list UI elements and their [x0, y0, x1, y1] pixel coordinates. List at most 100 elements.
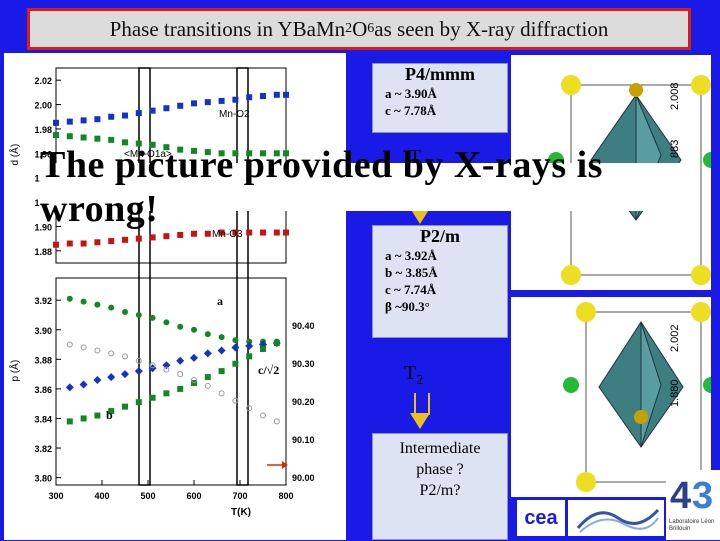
- lower-series-1-point-0: [65, 383, 74, 392]
- upper-y-axis-label: d (Å): [8, 144, 21, 166]
- upper-series-2-point-0: [53, 241, 59, 248]
- lower-series-3-point-0: [66, 341, 73, 348]
- upper-series-0-point-16: [273, 91, 280, 98]
- lower-series-3-point-6: [149, 362, 156, 369]
- upper-series-1-point-7: [149, 141, 156, 148]
- upper-ytick-label-4: 1.96: [34, 149, 52, 159]
- upper-series-2-point-13: [232, 229, 239, 236]
- upper-series-1-point-3: [94, 135, 101, 142]
- upper-series-0-point-0: [53, 119, 59, 126]
- upper-annotation-0: Mn-O2: [219, 109, 250, 120]
- upper-series-1-point-11: [204, 149, 211, 156]
- lower-series-2-point-2: [94, 412, 101, 419]
- lower-series-0-point-13: [246, 338, 253, 345]
- lower-series-3-point-15: [273, 418, 280, 425]
- upper-series-2-point-1: [66, 240, 73, 247]
- lower-ytick-label-0: 3.80: [34, 474, 52, 484]
- svg-text:3: 3: [692, 475, 713, 514]
- phase2-box: P2/m a ~ 3.92Å b ~ 3.85Å c ~ 7.74Å β ~90…: [372, 225, 508, 338]
- lower-series-0-point-5: [135, 311, 142, 318]
- upper-series-1-point-13: [232, 150, 239, 157]
- llb-logo-graphic: 4 3: [670, 475, 713, 517]
- upper-series-2-point-17: [283, 229, 289, 236]
- upper-series-2-point-2: [80, 240, 87, 247]
- lower-series-3-point-10: [204, 382, 211, 389]
- upper-series-1-point-16: [273, 150, 280, 157]
- upper-series-0-point-14: [246, 94, 253, 101]
- phase2-a: a ~ 3.92Å: [385, 248, 437, 263]
- upper-series-2-point-14: [246, 229, 253, 236]
- upper-series-0-point-17: [283, 91, 289, 98]
- lower-ytick-label-2: 3.84: [34, 414, 52, 424]
- lower-series-0-point-12: [232, 337, 239, 344]
- upper-series-2-point-7: [149, 234, 156, 241]
- cea-logo: cea: [517, 500, 565, 536]
- upper-series-0-point-15: [260, 93, 266, 100]
- intermediate-phase-box: Intermediate phase ? P2/m?: [372, 433, 508, 540]
- lower-series-1-point-7: [162, 361, 171, 370]
- lower-series-0-point-2: [94, 301, 101, 308]
- lower-series-3-point-3: [108, 350, 115, 357]
- lower-series-3-point-8: [177, 371, 184, 378]
- lower-series-0-point-8: [177, 323, 184, 330]
- diffraction-plot-panel: 1.881.901.921.941.961.982.002.023.803.82…: [4, 53, 346, 540]
- lower-series-0-point-9: [191, 326, 197, 333]
- lower-series-2-point-15: [273, 340, 280, 347]
- lower-series-1-point-3: [107, 373, 116, 382]
- lower-series-1-point-2: [93, 376, 102, 385]
- llb-logo: 4 3 Laboratoire Léon Brillouin: [666, 470, 720, 540]
- lower-series-2-point-4: [122, 403, 128, 410]
- llb-logo-text: Laboratoire Léon Brillouin: [669, 519, 715, 532]
- lower-series-2-point-13: [246, 353, 253, 360]
- lower-series-1-point-11: [217, 346, 226, 355]
- upper-ytick-label-6: 2.00: [34, 101, 52, 111]
- upper-series-2-point-4: [108, 238, 115, 245]
- lower-series-2-point-6: [149, 394, 156, 401]
- upper-series-1-point-4: [108, 136, 115, 143]
- t2-text: T: [404, 362, 417, 384]
- upper-series-2-point-6: [135, 235, 142, 242]
- lower-ytick-label-6: 3.92: [34, 296, 52, 306]
- title-pre: Phase transitions in YBaMn: [109, 16, 346, 41]
- upper-series-1-point-1: [66, 133, 73, 140]
- transition-arrow-1-head: [410, 208, 430, 224]
- upper-series-0-point-5: [122, 112, 128, 119]
- lower-series-0-point-4: [122, 309, 128, 316]
- upper-series-1-point-8: [163, 144, 170, 151]
- lower-series-0-point-1: [80, 298, 87, 305]
- cea-logo-text: cea: [524, 506, 558, 529]
- xtick-label-0: 300: [48, 491, 63, 501]
- lower-annotation-1: c/√2: [258, 363, 279, 377]
- lower-ytick-label-1: 3.82: [34, 444, 52, 454]
- xtick-label-1: 400: [94, 491, 109, 501]
- upper-series-1-point-2: [80, 134, 87, 141]
- lower-series-3-point-7: [163, 366, 170, 373]
- crystal-structure-2: 2.002 1.880: [511, 297, 711, 497]
- transition-arrow-2: [414, 393, 430, 415]
- lower-series-3-point-4: [122, 353, 128, 360]
- lower-series-0-point-3: [108, 304, 115, 311]
- upper-series-2-point-9: [177, 231, 184, 238]
- beta-tick-label-2: 90.20: [292, 397, 315, 407]
- upper-series-2-point-11: [204, 230, 211, 237]
- lower-series-2-point-12: [232, 360, 239, 367]
- lower-series-3-point-13: [246, 405, 253, 412]
- slide-title: Phase transitions in YBaMn 2 O 6 as seen by…: [27, 8, 691, 50]
- upper-series-1-point-15: [260, 150, 266, 157]
- upper-series-0-point-8: [163, 105, 170, 112]
- t2-sub: 2: [416, 373, 424, 388]
- lower-series-3-point-5: [135, 357, 142, 364]
- transition-band-2: [236, 67, 249, 486]
- intermediate-l2: phase ?: [416, 461, 464, 478]
- lower-series-2-point-3: [108, 408, 115, 415]
- phase2-beta: β ~90.3°: [385, 299, 430, 314]
- upper-series-0-point-9: [177, 102, 184, 109]
- lower-series-2-point-7: [163, 390, 170, 397]
- red-arrow-head: [282, 461, 288, 469]
- upper-series-1-point-14: [246, 150, 253, 157]
- lower-series-2-point-1: [80, 415, 87, 422]
- phase2-name: P2/m: [420, 226, 460, 246]
- lower-ytick-label-5: 3.90: [34, 326, 52, 336]
- upper-series-0-point-13: [232, 96, 239, 103]
- svg-text:4: 4: [670, 475, 691, 514]
